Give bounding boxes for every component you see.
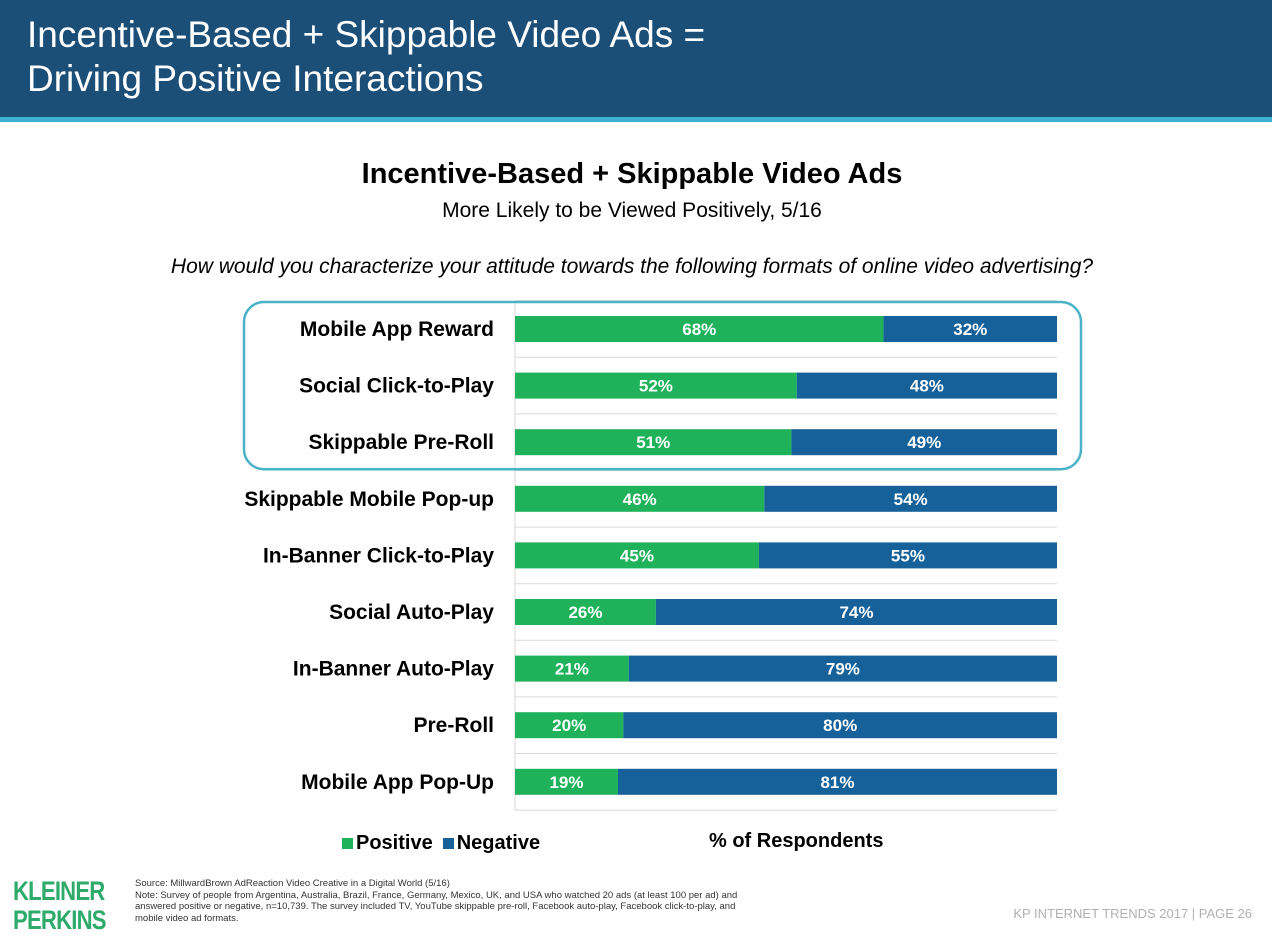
bar-negative — [758, 542, 1057, 569]
category-label: Social Auto-Play — [329, 601, 494, 624]
category-label: Pre-Roll — [413, 714, 494, 737]
data-label-negative: 74% — [839, 603, 873, 622]
survey-note-line-3: mobile video ad formats. — [135, 912, 239, 924]
chart-legend: Positive Negative — [342, 830, 550, 856]
bar-negative — [623, 712, 1057, 739]
bar-negative — [655, 599, 1057, 625]
slide-title-line-1: Incentive-Based + Skippable Video Ads = — [27, 14, 706, 55]
legend-label-negative: Negative — [456, 831, 541, 854]
bar-negative — [617, 768, 1057, 795]
category-label: Mobile App Pop-Up — [301, 771, 494, 794]
header-bar: Incentive-Based + Skippable Video Ads = … — [0, 0, 1272, 117]
data-label-positive: 68% — [682, 320, 716, 339]
survey-note-line-1: Note: Survey of people from Argentina, A… — [135, 889, 738, 901]
bar-negative — [796, 372, 1057, 399]
category-label: In-Banner Click-to-Play — [263, 544, 494, 567]
logo-line-2: PERKINS — [13, 905, 107, 935]
bar-positive — [515, 316, 884, 342]
data-label-negative: 80% — [823, 716, 857, 735]
bar-positive — [515, 542, 759, 569]
legend-item-positive: Positive — [342, 832, 433, 855]
legend-swatch-negative — [442, 837, 454, 849]
data-label-positive: 46% — [623, 490, 657, 509]
data-label-negative: 55% — [891, 546, 925, 565]
slide-title-line-2: Driving Positive Interactions — [27, 58, 484, 99]
data-label-positive: 26% — [568, 603, 602, 622]
data-label-positive: 20% — [552, 716, 586, 735]
kleiner-perkins-logo: KLEINER PERKINS — [13, 876, 107, 935]
bar-negative — [764, 485, 1057, 512]
bar-positive — [515, 372, 797, 399]
logo-line-1: KLEINER — [13, 876, 105, 906]
legend-swatch-positive — [342, 837, 353, 849]
bar-positive — [515, 485, 765, 512]
stacked-bar-chart: Mobile App Reward 68% 32% Social Click-to-P… — [242, 300, 1083, 811]
data-label-negative: 54% — [894, 490, 928, 509]
data-label-negative: 81% — [820, 773, 854, 792]
bar-positive — [515, 599, 656, 625]
category-label: Social Click-to-Play — [299, 375, 494, 398]
page-reference: KP INTERNET TRENDS 2017 | PAGE 26 — [1013, 906, 1252, 921]
category-label: Skippable Mobile Pop-up — [244, 488, 494, 511]
data-label-positive: 51% — [636, 433, 670, 452]
data-label-positive: 45% — [620, 546, 654, 565]
bar-positive — [515, 712, 624, 739]
source-note: Source: MillwardBrown AdReaction Video C… — [135, 878, 450, 889]
legend-item-negative: Negative — [442, 831, 541, 855]
bar-positive — [515, 768, 618, 795]
survey-note-line-2: answered positive or negative, n=10,739.… — [135, 901, 736, 912]
data-label-positive: 21% — [555, 660, 589, 679]
bar-positive — [515, 429, 792, 456]
chart-title: Incentive-Based + Skippable Video Ads — [361, 158, 903, 190]
category-label: In-Banner Auto-Play — [293, 658, 494, 681]
data-label-positive: 52% — [639, 377, 673, 396]
header-accent-stripe — [0, 117, 1272, 122]
highlight-box — [242, 300, 1083, 471]
category-label: Skippable Pre-Roll — [308, 431, 494, 454]
data-label-positive: 19% — [549, 773, 583, 792]
data-label-negative: 49% — [907, 433, 941, 452]
x-axis-label: % of Respondents — [709, 830, 884, 852]
data-label-negative: 79% — [826, 660, 860, 679]
footnote: Source: MillwardBrown AdReaction Video C… — [135, 878, 935, 924]
chart-subtitle: More Likely to be Viewed Positively, 5/1… — [442, 199, 822, 222]
slide-title: Incentive-Based + Skippable Video Ads = … — [27, 13, 1227, 101]
data-label-negative: 48% — [910, 377, 944, 396]
bar-positive — [515, 655, 629, 682]
category-label: Mobile App Reward — [300, 318, 494, 341]
bar-negative — [791, 429, 1057, 456]
bar-negative — [628, 655, 1057, 682]
bar-negative — [883, 316, 1057, 342]
survey-question: How would you characterize your attitude… — [170, 255, 1094, 278]
data-label-negative: 32% — [953, 320, 987, 339]
legend-label-positive: Positive — [356, 831, 433, 854]
